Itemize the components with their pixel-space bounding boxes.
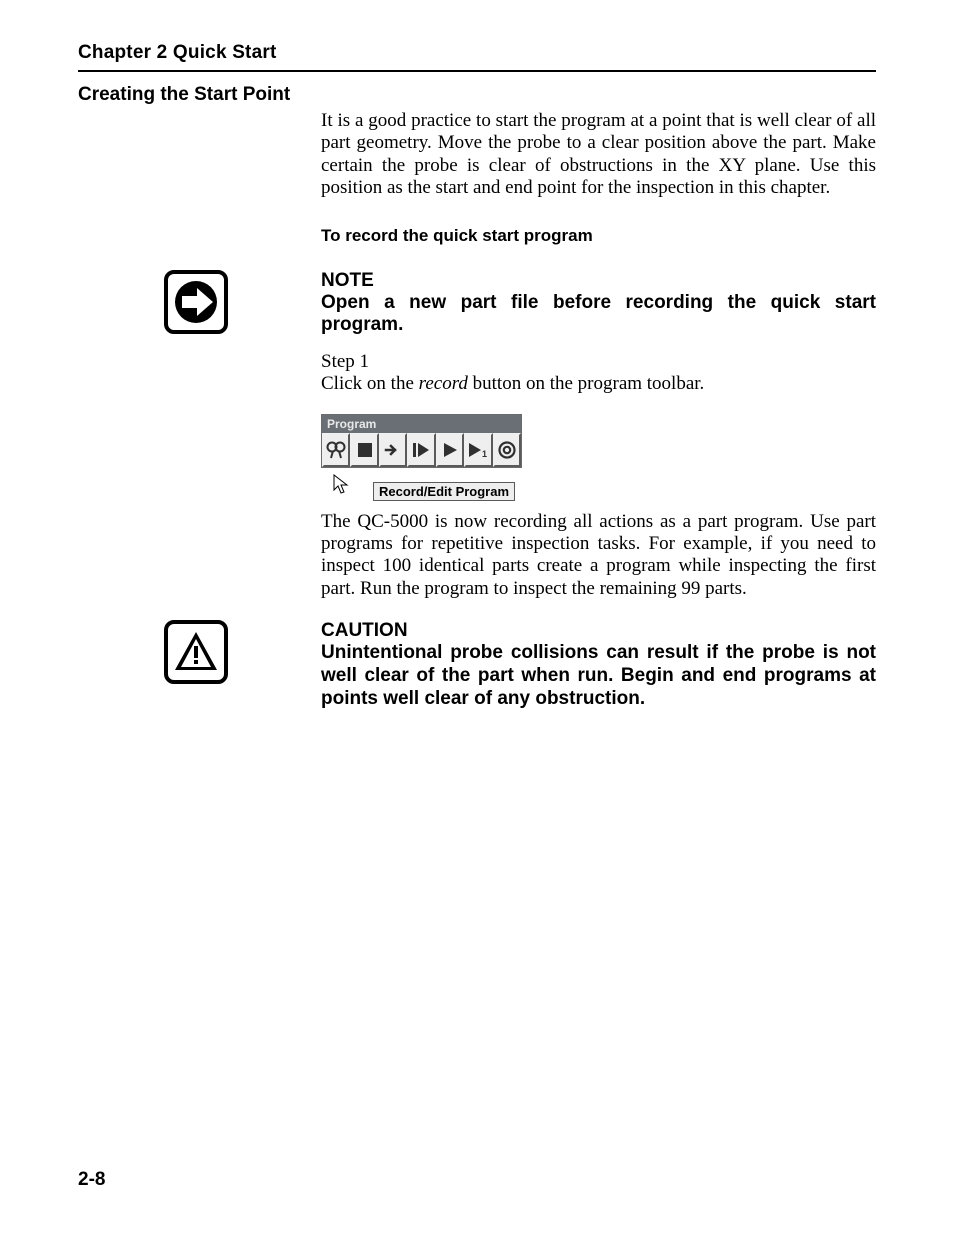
after-toolbar-paragraph: The QC-5000 is now recording all actions…: [321, 511, 876, 601]
toolbar-row: 1: [322, 433, 521, 467]
caution-icon-container: [78, 620, 321, 684]
step-block: Step 1 Click on the record button on the…: [321, 351, 876, 600]
step-instruction: Click on the record button on the progra…: [321, 373, 876, 395]
loop-button[interactable]: [493, 433, 521, 467]
toolbar-figure: Program: [321, 414, 876, 501]
step-post: button on the program toolbar.: [468, 373, 704, 394]
section-title: Creating the Start Point: [78, 84, 876, 106]
note-icon-container: [78, 270, 321, 334]
step-em: record: [419, 373, 468, 394]
step-into-button[interactable]: [379, 433, 407, 467]
pause-button[interactable]: [322, 433, 350, 467]
note-title: NOTE: [321, 270, 876, 292]
svg-text:1: 1: [482, 449, 487, 459]
caution-body: CAUTION Unintentional probe collisions c…: [321, 620, 876, 710]
intro-paragraph: It is a good practice to start the progr…: [321, 110, 876, 200]
caution-block: CAUTION Unintentional probe collisions c…: [78, 620, 876, 710]
chapter-header: Chapter 2 Quick Start: [78, 42, 876, 72]
play-button[interactable]: [436, 433, 464, 467]
arrow-icon: [164, 270, 228, 334]
cursor-icon: [333, 474, 351, 496]
page: Chapter 2 Quick Start Creating the Start…: [0, 0, 954, 1235]
play-one-button[interactable]: 1: [464, 433, 492, 467]
step-button[interactable]: [407, 433, 435, 467]
subheading: To record the quick start program: [321, 226, 876, 246]
step-pre: Click on the: [321, 373, 419, 394]
caution-text: Unintentional probe collisions can resul…: [321, 642, 876, 710]
warning-icon: [164, 620, 228, 684]
program-toolbar: Program: [321, 414, 522, 468]
body-column: It is a good practice to start the progr…: [321, 110, 876, 246]
step-label: Step 1: [321, 351, 876, 373]
note-block: NOTE Open a new part file before recordi…: [78, 270, 876, 338]
page-number: 2-8: [78, 1169, 105, 1191]
record-button[interactable]: [350, 433, 378, 467]
caution-title: CAUTION: [321, 620, 876, 642]
note-body: NOTE Open a new part file before recordi…: [321, 270, 876, 338]
toolbar-title: Program: [322, 415, 521, 433]
note-text: Open a new part file before recording th…: [321, 292, 876, 338]
tooltip: Record/Edit Program: [373, 482, 515, 501]
